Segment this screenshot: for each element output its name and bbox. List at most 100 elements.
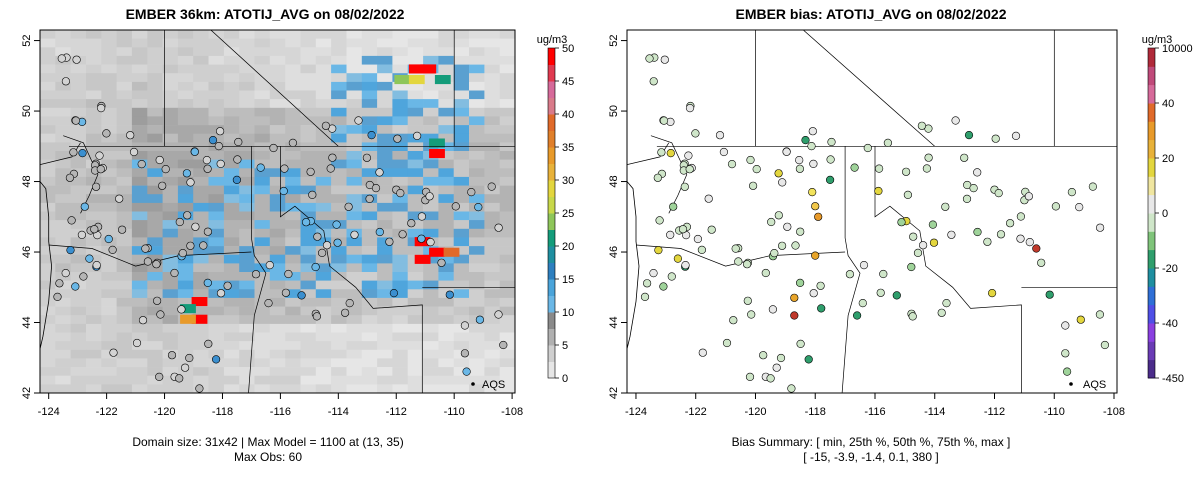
heatmap-cell	[86, 90, 102, 100]
heatmap-cell	[223, 185, 240, 195]
heatmap-cell	[40, 90, 56, 100]
left-colorbar-segment	[548, 229, 555, 247]
heatmap-cell	[407, 159, 424, 169]
heatmap-cell	[239, 254, 255, 264]
left-y-tick-label: 44	[21, 316, 33, 328]
heatmap-cell	[55, 263, 71, 273]
heatmap-cell	[131, 64, 148, 74]
heatmap-cell	[407, 99, 424, 109]
heatmap-cell	[438, 81, 455, 91]
heatmap-cell	[40, 194, 56, 204]
heatmap-cell	[147, 272, 163, 281]
heatmap-cell	[40, 176, 56, 186]
heatmap-cell	[438, 297, 455, 307]
right-colorbar-segment	[1148, 194, 1155, 214]
heatmap-cell	[469, 323, 485, 333]
heatmap-cell	[392, 168, 409, 178]
heatmap-cell	[55, 211, 71, 221]
heatmap-cell	[223, 332, 240, 342]
right-colorbar-segment	[1148, 268, 1155, 287]
heatmap-cell	[453, 297, 470, 307]
heatmap-cell	[254, 81, 271, 91]
heatmap-cell	[86, 194, 102, 204]
heatmap-cell	[70, 263, 87, 273]
left-station-point	[202, 156, 211, 165]
right-station-point	[1062, 367, 1072, 376]
heatmap-cell	[162, 289, 179, 299]
heatmap-cell	[392, 194, 409, 204]
heatmap-cell	[285, 272, 301, 281]
heatmap-cell	[223, 99, 240, 109]
right-station-point	[653, 173, 662, 182]
left-colorbar-segment	[548, 147, 555, 164]
left-station-point	[71, 116, 80, 125]
heatmap-cell	[147, 47, 163, 57]
heatmap-cell	[484, 38, 501, 48]
right-station-point	[783, 222, 792, 231]
heatmap-cell	[101, 38, 117, 48]
heatmap-cell	[438, 358, 455, 368]
right-station-point	[1076, 315, 1085, 324]
heatmap-cell	[392, 246, 409, 256]
heatmap-cell	[285, 116, 301, 126]
heatmap-cell	[177, 384, 194, 393]
heatmap-cell	[469, 194, 485, 204]
heatmap-cell	[361, 263, 378, 273]
heatmap-cell	[162, 151, 179, 160]
left-station-point	[467, 188, 476, 197]
heatmap-cell	[285, 159, 301, 169]
heatmap-cell	[116, 151, 133, 160]
heatmap-cell	[101, 90, 117, 100]
heatmap-cell	[300, 30, 317, 39]
heatmap-cell	[131, 151, 148, 160]
heatmap-cell	[131, 142, 148, 152]
right-colorbar-segment	[1148, 231, 1155, 251]
heatmap-cell	[392, 107, 409, 117]
heatmap-cell	[407, 246, 424, 256]
heatmap-cell	[407, 367, 424, 377]
heatmap-cell	[223, 315, 240, 325]
heatmap-cell	[116, 341, 133, 351]
left-y-tick-label: 48	[21, 175, 33, 187]
heatmap-cell	[377, 133, 393, 143]
right-station-point	[666, 149, 675, 158]
right-station-point	[684, 151, 693, 160]
left-plot-frame	[39, 29, 516, 394]
heatmap-cell	[315, 375, 332, 385]
heatmap-cell	[101, 194, 117, 204]
left-station-point	[269, 143, 278, 153]
heatmap-cell	[331, 81, 347, 91]
heatmap-cell	[377, 384, 393, 393]
left-station-point	[138, 316, 148, 325]
heatmap-cell	[453, 168, 470, 178]
heatmap-cell	[315, 306, 332, 316]
heatmap-cell	[300, 263, 317, 273]
heatmap-cell	[55, 159, 71, 169]
heatmap-cell	[392, 367, 409, 377]
heatmap-cell	[346, 168, 363, 178]
heatmap-cell	[86, 297, 102, 307]
heatmap-cell	[423, 116, 439, 126]
right-station-point	[745, 372, 755, 382]
left-station-point	[141, 244, 150, 253]
heatmap-cell	[101, 125, 117, 135]
heatmap-cell	[162, 64, 179, 74]
heatmap-cell	[315, 151, 332, 160]
heatmap-cell	[131, 211, 148, 221]
heatmap-cell	[331, 211, 347, 221]
heatmap-cell	[423, 349, 439, 359]
heatmap-cell	[377, 280, 393, 290]
right-station-point-highlight	[790, 311, 799, 320]
heatmap-cell	[208, 73, 225, 83]
heatmap-cell	[208, 332, 225, 342]
heatmap-cell	[223, 228, 240, 238]
heatmap-cell	[177, 220, 194, 230]
heatmap-cell	[392, 38, 409, 48]
heatmap-cell	[239, 30, 255, 39]
heatmap-cell	[131, 384, 148, 393]
heatmap-cell	[269, 202, 286, 212]
heatmap-cell	[484, 272, 501, 281]
right-station-point	[795, 164, 805, 173]
heatmap-cell	[254, 332, 271, 342]
heatmap-cell	[70, 349, 87, 359]
